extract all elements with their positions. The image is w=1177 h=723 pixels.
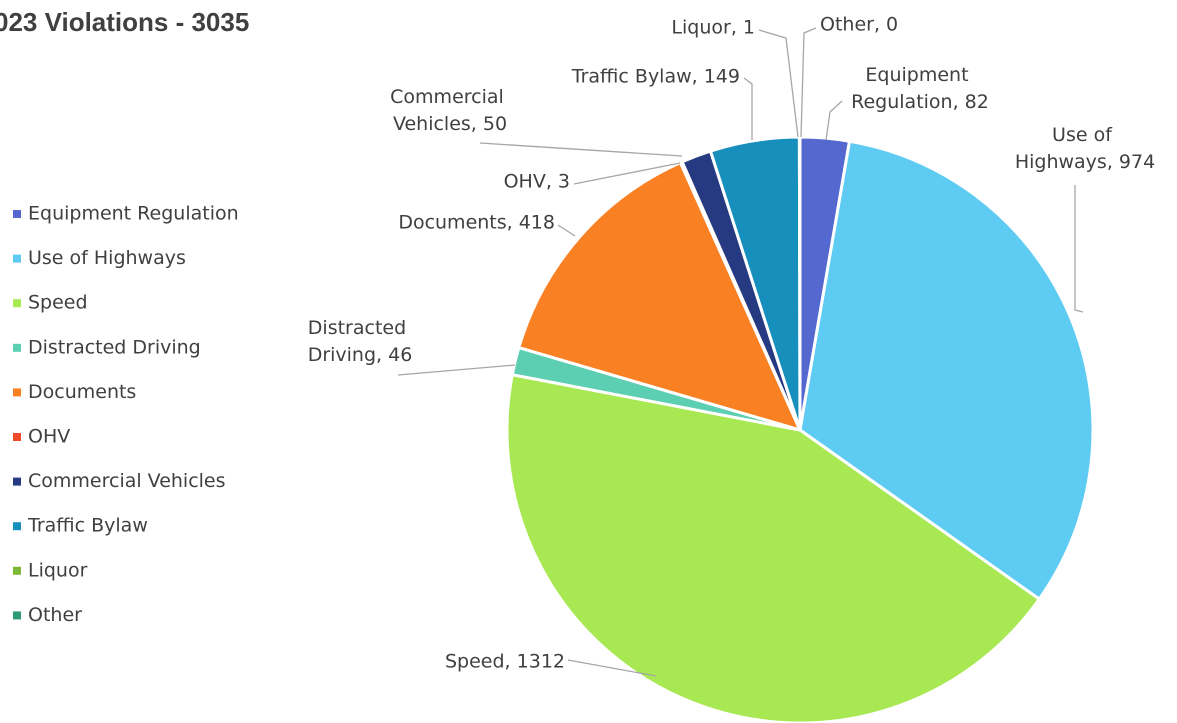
- legend-swatch: [13, 299, 21, 308]
- data-label-line: Highways, 974: [1015, 151, 1155, 173]
- legend-label: Speed: [28, 292, 88, 314]
- data-label: Distracted Driving, 46: [308, 317, 413, 366]
- legend-label: Documents: [28, 381, 136, 403]
- data-label-line: Regulation, 82: [851, 91, 989, 113]
- pie-slice: [505, 372, 1042, 723]
- legend-swatch: [13, 477, 21, 486]
- data-label-line: Distracted: [308, 317, 412, 339]
- pie-slice: [516, 160, 803, 433]
- leader-line: [397, 364, 516, 376]
- data-label: Liquor, 1: [671, 17, 755, 39]
- legend-label: Liquor: [28, 559, 88, 581]
- legend-swatch: [13, 566, 21, 575]
- legend-label: Other: [28, 604, 82, 626]
- data-label: OHV, 3: [504, 171, 570, 193]
- data-label: Documents, 418: [398, 212, 555, 234]
- data-label: Traffic Bylaw, 149: [571, 66, 740, 88]
- leader-line: [557, 224, 576, 237]
- data-label-line: Commercial: [390, 86, 510, 108]
- leader-line: [743, 77, 753, 140]
- legend-label: Commercial Vehicles: [28, 470, 226, 492]
- legend-label: Use of Highways: [28, 247, 186, 269]
- pie-slice: [798, 139, 1095, 602]
- legend-label: Equipment Regulation: [28, 203, 239, 225]
- data-label-line: Driving, 46: [308, 344, 413, 366]
- leader-line: [479, 142, 683, 157]
- data-label: Commercial Vehicles, 50: [390, 86, 510, 135]
- legend-swatch: [13, 611, 21, 620]
- leader-line: [758, 29, 799, 138]
- data-label-line: Equipment: [865, 64, 974, 86]
- legend-label: Distracted Driving: [28, 336, 201, 358]
- data-label: Equipment Regulation, 82: [851, 64, 989, 113]
- data-label-line: Vehicles, 50: [393, 113, 507, 135]
- legend-swatch: [13, 433, 21, 441]
- legend-label: Traffic Bylaw: [27, 515, 148, 537]
- legend-swatch: [13, 522, 21, 531]
- legend-swatch: [13, 210, 21, 218]
- leader-line: [800, 27, 817, 138]
- data-label: Use of Highways, 974: [1015, 124, 1155, 173]
- chart-title: 023 Violations - 3035: [0, 7, 249, 37]
- legend-swatch: [13, 343, 21, 352]
- data-label: Other, 0: [820, 14, 898, 36]
- leader-line: [567, 659, 657, 677]
- data-label: Speed, 1312: [445, 651, 565, 673]
- leader-line: [825, 100, 843, 141]
- legend-swatch: [13, 254, 21, 263]
- leader-line: [1074, 185, 1084, 313]
- legend-swatch: [13, 388, 21, 397]
- leader-line: [573, 162, 681, 185]
- data-label-line: Use of: [1052, 124, 1118, 146]
- legend-label: OHV: [28, 426, 70, 448]
